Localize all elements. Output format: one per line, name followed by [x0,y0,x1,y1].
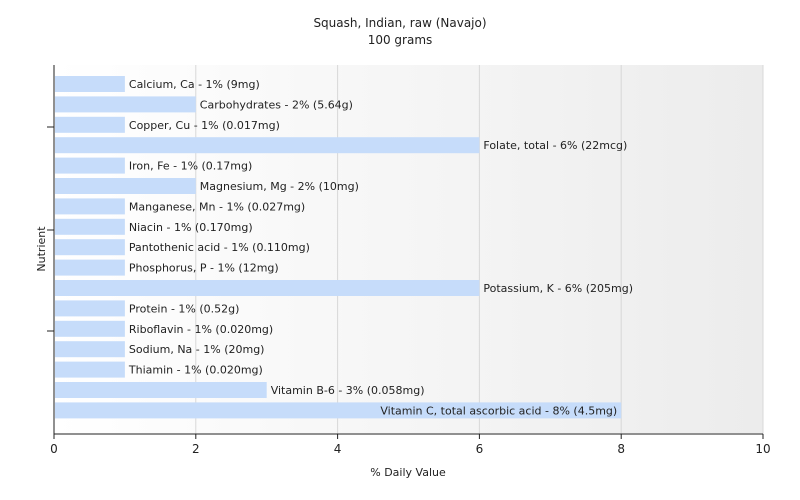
bar [55,116,125,133]
bar [55,280,480,296]
bar [55,402,622,419]
chart-subtitle: 100 grams [368,33,433,47]
bar-label: Vitamin C, total ascorbic acid - 8% (4.5… [380,404,617,417]
x-tick-label: 6 [476,442,484,456]
bar [55,198,125,215]
bar-label: Magnesium, Mg - 2% (10mg) [200,180,359,193]
bar [55,300,125,317]
x-tick-label: 2 [192,442,200,456]
bar-label: Thiamin - 1% (0.020mg) [128,364,263,377]
bar-label: Iron, Fe - 1% (0.17mg) [129,160,252,173]
y-axis-label: Nutrient [35,226,48,272]
bar-label: Niacin - 1% (0.170mg) [129,221,253,234]
bar [55,157,125,174]
gridlines [195,65,764,434]
bar-label: Folate, total - 6% (22mcg) [483,139,627,152]
bar-label: Protein - 1% (0.52g) [129,302,240,315]
bar [55,259,125,276]
plot-area [54,65,763,433]
bar-label: Calcium, Ca - 1% (9mg) [129,78,260,91]
bar [55,341,125,358]
x-tick-label: 10 [755,442,770,456]
bar-label: Carbohydrates - 2% (5.64g) [200,98,353,111]
bar [55,361,125,378]
bar [55,178,196,194]
bar-label: Vitamin B-6 - 3% (0.058mg) [271,384,425,397]
x-axis-label: % Daily Value [370,466,446,479]
bar-label: Copper, Cu - 1% (0.017mg) [129,119,280,132]
x-tick-label: 4 [334,442,342,456]
bar-label: Sodium, Na - 1% (20mg) [129,343,265,356]
bar [55,239,125,256]
bar [55,137,480,154]
bar [55,218,125,235]
bar-label: Riboflavin - 1% (0.020mg) [129,323,273,336]
bar [55,382,267,398]
bar-label: Phosphorus, P - 1% (12mg) [129,262,279,275]
bar-labels-group: Calcium, Ca - 1% (9mg) Carbohydrates - 2%… [128,78,633,417]
bar-label: Pantothenic acid - 1% (0.110mg) [129,241,310,254]
bar [55,96,196,113]
x-tick-label: 0 [50,442,58,456]
bar-label: Potassium, K - 6% (205mg) [483,282,633,295]
chart-title: Squash, Indian, raw (Navajo) [313,16,486,30]
bar-label: Manganese, Mn - 1% (0.027mg) [129,200,305,213]
bar [55,76,125,92]
bars-group [55,76,622,419]
bar [55,320,125,337]
x-axis-ticks: 0 2 4 6 8 10 [50,434,771,456]
x-tick-label: 8 [617,442,625,456]
